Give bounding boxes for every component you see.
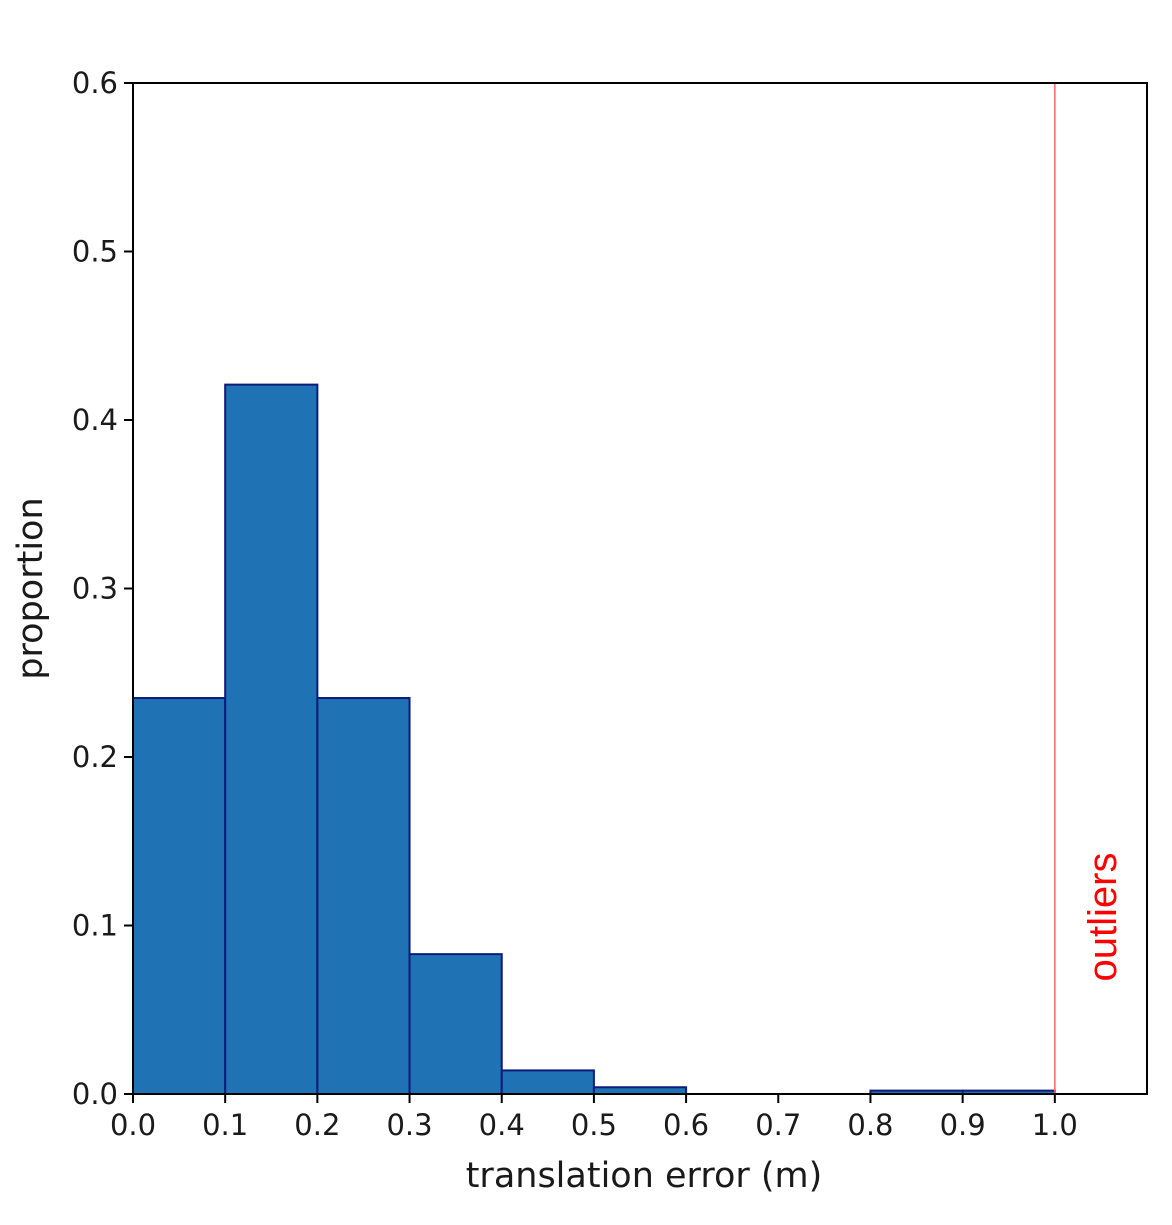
histogram-bar-5	[592, 1086, 688, 1096]
y-tick-label-6: 0.6	[72, 66, 118, 100]
x-tick-label-7: 0.7	[755, 1108, 801, 1142]
x-tick-label-4: 0.4	[479, 1108, 525, 1142]
x-axis: 0.0 0.1 0.2 0.3 0.4 0.5 0.6 0.7 0.8 0.9 1.0	[110, 1094, 1078, 1142]
x-tick-label-5: 0.5	[571, 1108, 617, 1142]
y-tick-label-4: 0.4	[72, 403, 118, 437]
histogram-bar-4	[500, 1069, 595, 1096]
x-tick-label-3: 0.3	[386, 1108, 432, 1142]
y-tick-label-3: 0.3	[72, 572, 118, 606]
histogram-bar-1	[224, 383, 319, 1095]
y-axis: 0.0 0.1 0.2 0.3 0.4 0.5 0.6	[72, 66, 133, 1111]
outliers-annotation: outliers	[1081, 853, 1125, 982]
histogram-bar-0	[132, 697, 227, 1096]
x-tick-label-1: 0.1	[202, 1108, 248, 1142]
x-tick-label-6: 0.6	[663, 1108, 709, 1142]
x-tick-label-8: 0.8	[847, 1108, 893, 1142]
x-tick-label-9: 0.9	[940, 1108, 986, 1142]
bars-group	[132, 383, 1056, 1096]
x-axis-label: translation error (m)	[466, 1156, 823, 1196]
histogram-bar-2	[316, 697, 411, 1096]
y-tick-label-1: 0.1	[72, 909, 118, 943]
x-tick-label-0: 0.0	[110, 1108, 156, 1142]
y-tick-label-2: 0.2	[72, 740, 118, 774]
histogram-bar-3	[408, 953, 503, 1096]
x-tick-label-10: 1.0	[1032, 1108, 1078, 1142]
y-tick-label-5: 0.5	[72, 235, 118, 269]
y-axis-label: proportion	[11, 497, 51, 679]
y-tick-label-0: 0.0	[72, 1077, 118, 1111]
x-tick-label-2: 0.2	[294, 1108, 340, 1142]
